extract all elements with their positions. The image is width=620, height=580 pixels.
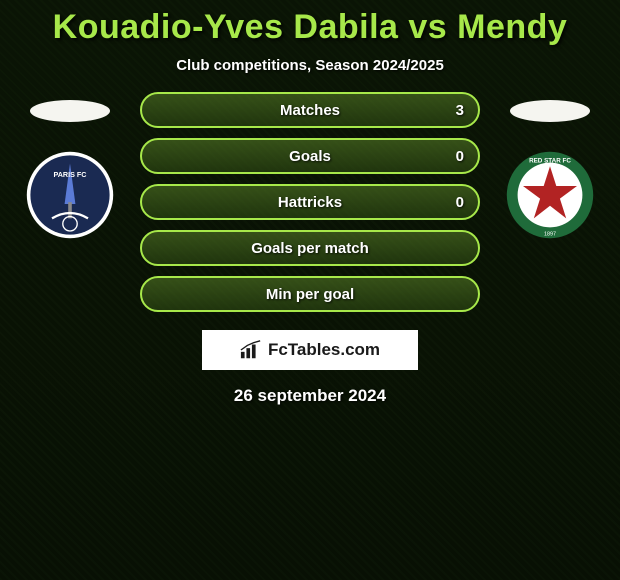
svg-text:PARIS FC: PARIS FC [53,170,86,179]
stat-bar-goals-per-match: Goals per match [140,230,480,266]
stat-value: 3 [456,102,464,119]
watermark-box: FcTables.com [202,330,418,370]
svg-text:1897: 1897 [544,232,556,238]
stat-label: Matches [280,102,340,119]
stat-label: Goals per match [251,240,369,257]
svg-text:RED STAR FC: RED STAR FC [529,158,571,165]
stat-value: 0 [456,194,464,211]
date-label: 26 september 2024 [0,386,620,406]
stat-bar-matches: Matches 3 [140,92,480,128]
stat-label: Hattricks [278,194,342,211]
player-right-column: RED STAR FC 1897 [500,92,600,240]
subtitle: Club competitions, Season 2024/2025 [0,57,620,74]
club-badge-left: PARIS FC [25,150,115,240]
stat-value: 0 [456,148,464,165]
club-badge-right: RED STAR FC 1897 [505,150,595,240]
watermark-text: FcTables.com [268,340,380,360]
comparison-title: Kouadio-Yves Dabila vs Mendy [0,0,620,47]
stat-bars: Matches 3 Goals 0 Hattricks 0 Goals per … [140,92,480,312]
player-left-placeholder [30,100,110,122]
stat-bar-hattricks: Hattricks 0 [140,184,480,220]
stats-area: PARIS FC Matches 3 Goals 0 Hattricks 0 G… [0,92,620,312]
player-right-placeholder [510,100,590,122]
stat-label: Min per goal [266,286,354,303]
redstar-logo-icon: RED STAR FC 1897 [505,150,595,240]
stat-label: Goals [289,148,331,165]
player-left-column: PARIS FC [20,92,120,240]
stat-bar-goals: Goals 0 [140,138,480,174]
barchart-icon [240,340,262,360]
parisfc-logo-icon: PARIS FC [25,150,115,240]
stat-bar-min-per-goal: Min per goal [140,276,480,312]
